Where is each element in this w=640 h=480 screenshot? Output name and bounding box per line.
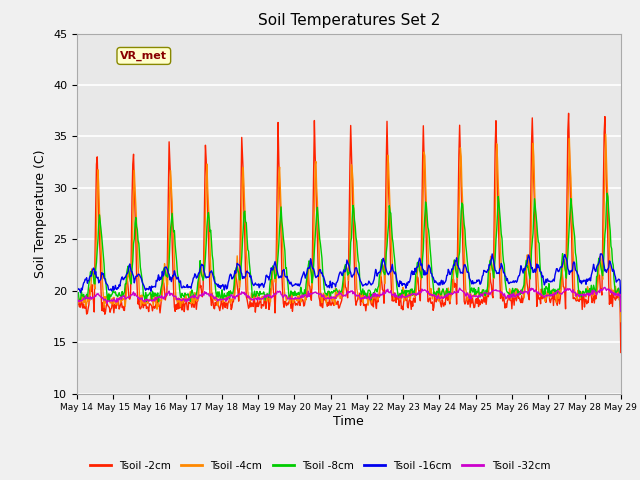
Y-axis label: Soil Temperature (C): Soil Temperature (C) xyxy=(35,149,47,278)
Text: VR_met: VR_met xyxy=(120,51,167,61)
X-axis label: Time: Time xyxy=(333,415,364,428)
Title: Soil Temperatures Set 2: Soil Temperatures Set 2 xyxy=(258,13,440,28)
Legend: Tsoil -2cm, Tsoil -4cm, Tsoil -8cm, Tsoil -16cm, Tsoil -32cm: Tsoil -2cm, Tsoil -4cm, Tsoil -8cm, Tsoi… xyxy=(86,456,554,475)
